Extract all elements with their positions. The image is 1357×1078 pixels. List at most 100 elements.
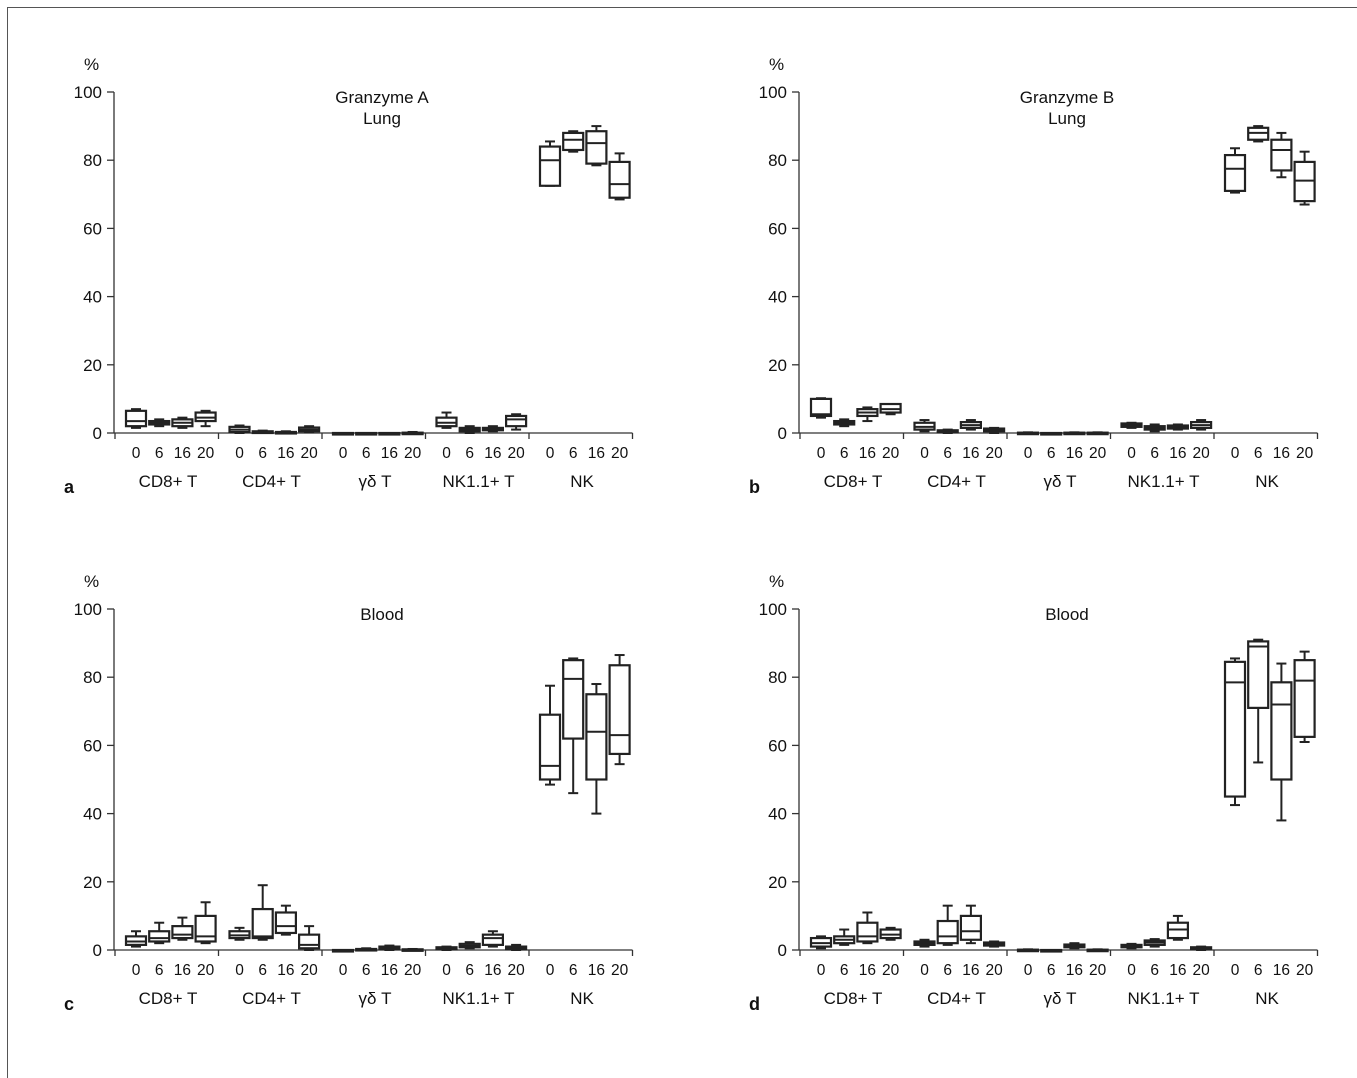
box-body	[1293, 659, 1316, 738]
group-label: γδ T	[1043, 989, 1076, 1008]
x-tick-label: 0	[339, 962, 348, 979]
x-tick-label: 20	[507, 962, 525, 979]
x-tick-label: 0	[339, 445, 348, 462]
box-body	[856, 921, 879, 943]
y-tick-label: 100	[74, 600, 102, 619]
box-body	[585, 130, 608, 165]
x-tick-label: 20	[611, 962, 629, 979]
x-tick-label: 16	[277, 445, 294, 462]
box-body	[538, 713, 562, 781]
y-axis-unit-label: %	[84, 55, 99, 74]
box-body	[481, 933, 504, 946]
group-label: CD8+ T	[824, 989, 883, 1008]
box-body	[148, 930, 171, 943]
y-axis-unit-label: %	[84, 572, 99, 591]
box-body	[1223, 660, 1247, 798]
chart-title: Blood	[1045, 605, 1088, 624]
group-label: NK	[570, 472, 594, 491]
x-tick-label: 20	[300, 445, 318, 462]
box-body	[1247, 640, 1270, 709]
box-body	[538, 145, 562, 187]
x-tick-label: 16	[588, 962, 605, 979]
x-tick-label: 20	[197, 445, 215, 462]
box-body	[809, 397, 833, 418]
box-body	[936, 919, 959, 945]
group-label: NK1.1+ T	[1128, 989, 1200, 1008]
x-tick-label: 6	[155, 962, 164, 979]
x-tick-label: 0	[817, 962, 826, 979]
panel-b: % 0 20 40 60 80 100 Granzyme B Lung b 0 6 16 20 CD8+ T…	[745, 50, 1357, 520]
box-body	[194, 914, 217, 943]
x-tick-label: 0	[1024, 445, 1033, 462]
chart-title-line: Blood	[1045, 605, 1088, 624]
x-tick-label: 20	[1296, 445, 1314, 462]
x-tick-label: 6	[465, 962, 474, 979]
group-label: NK	[570, 989, 594, 1008]
x-tick-label: 6	[1150, 962, 1159, 979]
x-tick-label: 6	[569, 445, 578, 462]
group-label: NK1.1+ T	[443, 472, 515, 491]
x-tick-label: 16	[962, 445, 979, 462]
group-label: NK1.1+ T	[1128, 472, 1200, 491]
x-tick-label: 0	[235, 445, 244, 462]
x-tick-label: 6	[1254, 445, 1263, 462]
x-tick-label: 16	[588, 445, 605, 462]
x-tick-label: 20	[611, 445, 629, 462]
x-tick-label: 16	[1066, 962, 1083, 979]
y-tick-label: 80	[768, 668, 787, 687]
y-tick-label: 20	[768, 356, 787, 375]
x-tick-label: 20	[300, 962, 318, 979]
box-body	[1223, 153, 1247, 192]
group-label: CD4+ T	[242, 989, 301, 1008]
y-tick-label: 20	[83, 356, 102, 375]
x-tick-label: 16	[1169, 962, 1186, 979]
x-tick-label: 20	[882, 962, 900, 979]
x-tick-label: 6	[1047, 445, 1056, 462]
y-tick-label: 40	[83, 288, 102, 307]
group-label: CD4+ T	[927, 989, 986, 1008]
x-tick-label: 6	[943, 445, 952, 462]
group-label: NK	[1255, 472, 1279, 491]
box-body	[1270, 138, 1293, 172]
chart-title-line: Lung	[363, 109, 401, 128]
x-tick-label: 20	[1296, 962, 1314, 979]
box-body	[298, 933, 321, 950]
x-tick-label: 20	[1089, 445, 1107, 462]
panel-letter: d	[749, 994, 760, 1014]
x-tick-label: 0	[1127, 445, 1136, 462]
box-body	[171, 925, 194, 940]
x-tick-label: 20	[404, 962, 422, 979]
box-body	[274, 911, 297, 935]
chart-title-line: Granzyme A	[335, 88, 429, 107]
box-body	[562, 659, 585, 740]
x-tick-label: 6	[840, 962, 849, 979]
x-tick-label: 20	[404, 445, 422, 462]
x-tick-label: 6	[465, 445, 474, 462]
x-tick-label: 0	[442, 962, 451, 979]
x-tick-label: 20	[1089, 962, 1107, 979]
x-tick-label: 6	[155, 445, 164, 462]
y-tick-label: 80	[83, 668, 102, 687]
y-tick-label: 0	[778, 424, 787, 443]
box-body	[608, 160, 631, 199]
box-body	[1270, 681, 1293, 781]
panel-letter: a	[64, 477, 75, 497]
box-body	[562, 131, 585, 152]
y-tick-label: 40	[768, 288, 787, 307]
panel-a: % 0 20 40 60 80 100 Granzyme A Lung a 0 6 16 20 CD8+ T…	[60, 50, 700, 520]
x-tick-label: 0	[442, 445, 451, 462]
x-tick-label: 20	[507, 445, 525, 462]
x-tick-label: 0	[132, 445, 141, 462]
y-tick-label: 60	[83, 736, 102, 755]
chart-title-line: Blood	[360, 605, 403, 624]
box-body	[608, 664, 631, 756]
x-tick-label: 16	[859, 445, 876, 462]
x-tick-label: 6	[258, 445, 267, 462]
x-tick-label: 16	[381, 445, 398, 462]
group-label: CD4+ T	[927, 472, 986, 491]
y-tick-label: 100	[759, 600, 787, 619]
y-tick-label: 20	[83, 873, 102, 892]
panel-c: % 0 20 40 60 80 100 Blood c 0 6 16 20 CD8+ T 0 6 16 20 CD4…	[60, 567, 700, 1037]
x-tick-label: 16	[859, 962, 876, 979]
